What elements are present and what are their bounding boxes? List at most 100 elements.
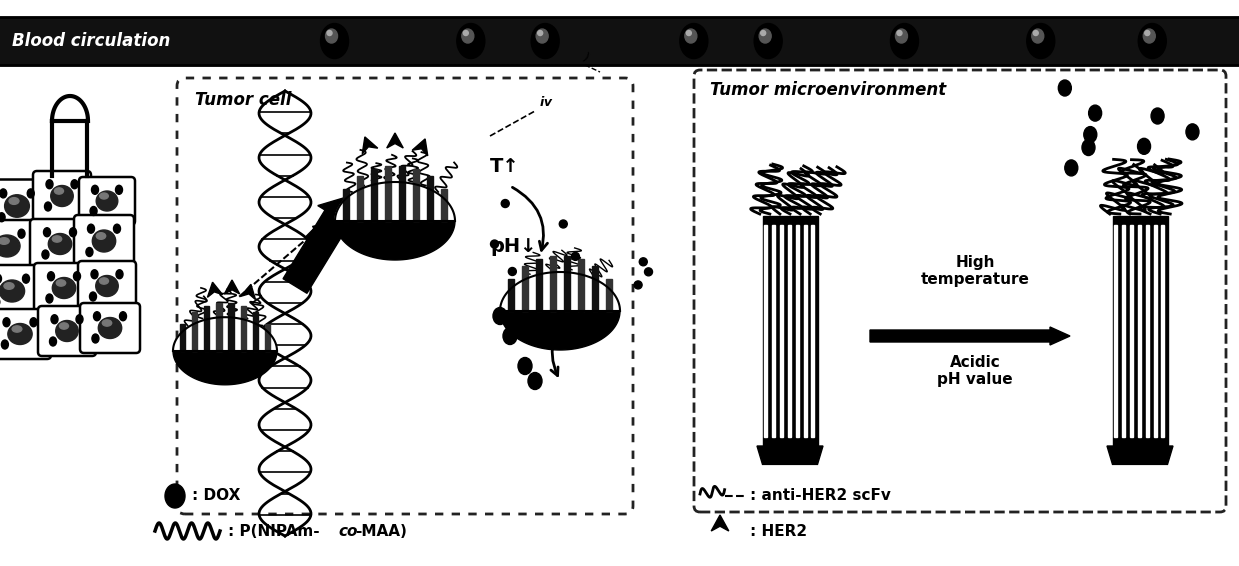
Text: : P(NIPAm-: : P(NIPAm- [228, 524, 320, 538]
Ellipse shape [760, 29, 771, 43]
Ellipse shape [518, 358, 532, 375]
Ellipse shape [92, 230, 115, 252]
FancyBboxPatch shape [74, 215, 134, 267]
Ellipse shape [1084, 127, 1097, 143]
Ellipse shape [47, 272, 55, 281]
FancyBboxPatch shape [81, 303, 140, 353]
Bar [522, 266, 528, 311]
Ellipse shape [463, 31, 468, 36]
Ellipse shape [43, 228, 51, 237]
Ellipse shape [73, 272, 81, 281]
FancyBboxPatch shape [0, 309, 51, 359]
Ellipse shape [528, 372, 541, 389]
Bar [508, 280, 514, 311]
Ellipse shape [97, 233, 105, 239]
Polygon shape [207, 282, 223, 297]
Ellipse shape [56, 320, 78, 341]
Ellipse shape [92, 185, 98, 194]
Ellipse shape [165, 484, 185, 508]
Bar [1113, 216, 1167, 446]
Bar [192, 312, 197, 351]
Ellipse shape [327, 31, 332, 36]
Ellipse shape [46, 294, 53, 303]
Polygon shape [240, 284, 255, 299]
Bar [427, 176, 434, 221]
Ellipse shape [897, 31, 902, 36]
FancyBboxPatch shape [79, 177, 135, 225]
Ellipse shape [103, 320, 112, 326]
FancyArrowPatch shape [513, 187, 548, 250]
Circle shape [559, 220, 567, 228]
Ellipse shape [119, 312, 126, 321]
Ellipse shape [1058, 80, 1072, 96]
Ellipse shape [1137, 138, 1151, 155]
Polygon shape [501, 311, 620, 350]
Ellipse shape [116, 270, 123, 278]
Polygon shape [501, 272, 620, 311]
Polygon shape [224, 280, 239, 294]
Ellipse shape [1186, 124, 1199, 140]
Polygon shape [335, 182, 455, 221]
Polygon shape [173, 317, 278, 351]
Polygon shape [362, 137, 378, 154]
Ellipse shape [50, 337, 57, 346]
Bar [804, 225, 807, 437]
Ellipse shape [1064, 160, 1078, 176]
Ellipse shape [88, 224, 94, 233]
Ellipse shape [56, 280, 66, 286]
Bar [579, 259, 584, 311]
Polygon shape [413, 139, 427, 156]
Ellipse shape [22, 274, 30, 283]
FancyBboxPatch shape [33, 171, 90, 221]
Text: T↑: T↑ [489, 157, 519, 175]
Text: Tumor microenvironment: Tumor microenvironment [710, 81, 947, 99]
FancyArrow shape [870, 327, 1070, 345]
Bar [1114, 225, 1118, 437]
Ellipse shape [0, 235, 20, 257]
Bar [795, 225, 799, 437]
Bar [413, 169, 419, 221]
Bar [1146, 225, 1149, 437]
Circle shape [634, 281, 642, 289]
Circle shape [508, 268, 517, 276]
Bar [441, 190, 447, 221]
Ellipse shape [76, 315, 83, 324]
Ellipse shape [85, 247, 93, 256]
Text: : anti-HER2 scFv: : anti-HER2 scFv [750, 488, 891, 504]
Polygon shape [335, 221, 455, 260]
Bar [1161, 225, 1165, 437]
Bar [253, 312, 258, 351]
Bar [1137, 225, 1141, 437]
Ellipse shape [457, 24, 484, 58]
Bar [217, 303, 222, 351]
Ellipse shape [685, 29, 696, 43]
FancyBboxPatch shape [38, 306, 95, 356]
Ellipse shape [1032, 29, 1043, 43]
Ellipse shape [321, 24, 348, 58]
Ellipse shape [1089, 105, 1101, 121]
Ellipse shape [1082, 140, 1095, 156]
Ellipse shape [114, 224, 120, 233]
Text: co: co [338, 524, 358, 538]
Text: : DOX: : DOX [192, 488, 240, 504]
Ellipse shape [761, 31, 766, 36]
Ellipse shape [1144, 29, 1155, 43]
Ellipse shape [52, 277, 76, 298]
Ellipse shape [462, 29, 473, 43]
Ellipse shape [680, 24, 707, 58]
Bar [265, 324, 270, 351]
FancyBboxPatch shape [78, 261, 136, 311]
Bar [370, 169, 377, 221]
Ellipse shape [532, 24, 559, 58]
Text: Tumor cell: Tumor cell [195, 91, 291, 109]
Circle shape [571, 252, 580, 260]
Bar [385, 166, 392, 221]
Ellipse shape [1145, 31, 1150, 36]
Ellipse shape [755, 24, 782, 58]
Ellipse shape [27, 189, 35, 198]
Ellipse shape [59, 323, 68, 329]
Ellipse shape [2, 318, 10, 327]
Ellipse shape [52, 236, 62, 242]
Ellipse shape [46, 180, 53, 188]
Ellipse shape [51, 186, 73, 207]
